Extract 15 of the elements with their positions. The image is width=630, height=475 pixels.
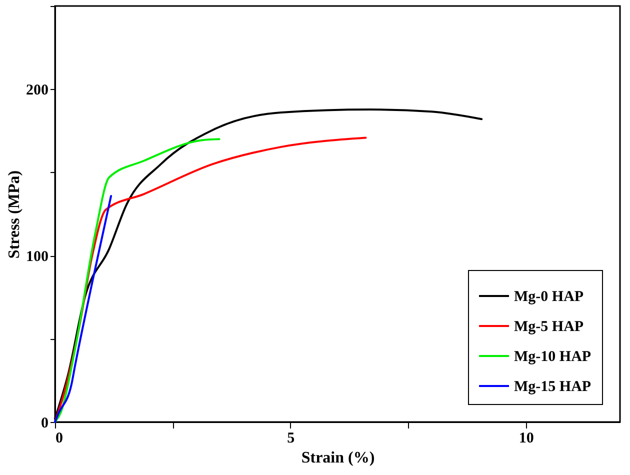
line-series — [54, 136, 367, 423]
x-tick-label: 10 — [518, 430, 534, 446]
line-series — [54, 138, 220, 423]
legend-label: Mg-10 HAP — [514, 349, 592, 365]
y-tick-label: 100 — [26, 249, 48, 266]
x-axis-title: Strain (%) — [301, 450, 375, 466]
x-tick-label: 0 — [56, 430, 63, 446]
y-axis-title: Stress (MPa) — [6, 170, 23, 259]
legend-label: Mg-0 HAP — [514, 289, 584, 305]
x-tick-label: 5 — [287, 430, 295, 446]
legend-label: Mg-15 HAP — [514, 379, 592, 395]
legend-label: Mg-5 HAP — [514, 319, 584, 335]
y-tick-label: 200 — [26, 82, 48, 99]
y-tick-label: 0 — [41, 416, 48, 432]
line-series — [54, 195, 112, 423]
